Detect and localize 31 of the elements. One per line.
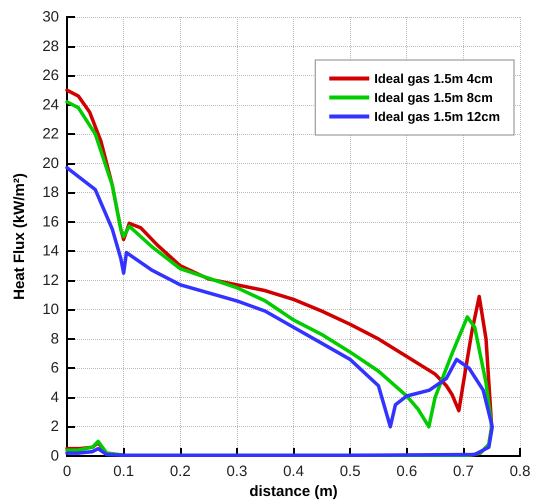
y-tick-label: 2 <box>50 418 59 436</box>
y-tick-label: 4 <box>50 388 59 406</box>
y-tick-label: 24 <box>42 96 59 114</box>
x-tick-label: 0 <box>62 463 72 480</box>
x-tick-label: 0.7 <box>452 463 474 480</box>
line-series <box>65 166 494 458</box>
x-tick-label: 0.6 <box>396 463 418 480</box>
y-tick-label: 18 <box>42 184 59 202</box>
x-axis-title: distance (m) <box>249 483 338 500</box>
y-axis-title: Heat Flux (kW/m²) <box>11 173 28 300</box>
y-tick-label: 20 <box>42 154 59 172</box>
y-tick-label: 26 <box>42 67 59 84</box>
x-tick-label: 0.1 <box>113 463 134 480</box>
y-tick-label: 14 <box>42 242 59 260</box>
y-tick-label: 16 <box>42 213 59 230</box>
x-tick-label: 0.4 <box>283 463 304 480</box>
y-tick-label: 6 <box>50 360 59 377</box>
legend-label: Ideal gas 1.5m 4cm <box>374 71 493 86</box>
y-tick-label: 0 <box>50 448 59 464</box>
legend-label: Ideal gas 1.5m 12cm <box>374 109 500 124</box>
legend-label: Ideal gas 1.5m 8cm <box>374 90 493 105</box>
x-tick-label: 0.2 <box>170 463 191 480</box>
x-tick-label: 0.3 <box>226 463 248 480</box>
y-tick-label: 22 <box>42 126 59 143</box>
x-tick-label: 0.5 <box>340 463 361 480</box>
x-tick-label: 0.8 <box>510 463 530 480</box>
y-tick-label: 28 <box>42 38 59 55</box>
y-tick-label: 30 <box>42 8 59 26</box>
y-tick-label: 8 <box>50 330 59 348</box>
y-tick-label: 10 <box>42 301 59 318</box>
y-tick-label: 12 <box>42 272 59 289</box>
